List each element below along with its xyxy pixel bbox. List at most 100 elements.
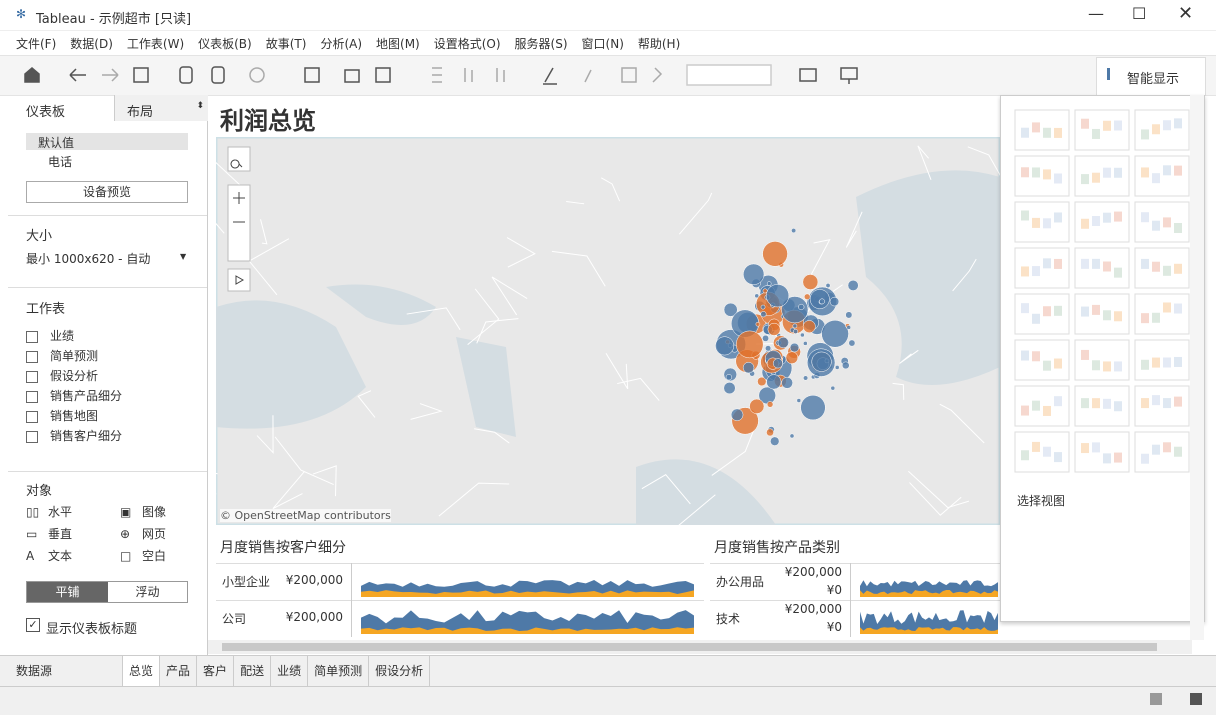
sheet-item[interactable]: 销售客户细分	[26, 427, 122, 447]
sheet-name[interactable]: 业绩	[50, 329, 75, 343]
border	[474, 428, 510, 444]
object-name[interactable]: 文本	[48, 549, 73, 563]
object-name[interactable]: 空白	[142, 549, 167, 563]
object-name[interactable]: 图像	[142, 505, 167, 519]
menu-item[interactable]: 数据(D)	[70, 37, 113, 51]
thumb-shape	[1081, 398, 1089, 409]
sheet-icon	[26, 430, 38, 443]
map-toolbar[interactable]	[227, 146, 251, 172]
sheet-tab[interactable]: 产品	[160, 656, 198, 686]
sheet-item[interactable]: 简单预测	[26, 347, 122, 367]
menu-item[interactable]: 文件(F)	[16, 37, 57, 51]
menu-item[interactable]: 故事(T)	[265, 37, 307, 51]
menu-item[interactable]: 帮助(H)	[637, 37, 681, 51]
device[interactable]: 默认值	[38, 136, 75, 150]
thumb-shape	[1043, 169, 1051, 180]
device[interactable]: 电话	[48, 155, 73, 169]
menu-item[interactable]: 地图(M)	[376, 37, 420, 51]
tab-label[interactable]: 产品	[166, 664, 191, 678]
object-item[interactable]: ▭ 垂直	[26, 525, 72, 542]
sheet-name[interactable]: 简单预测	[50, 349, 99, 363]
sheet-name[interactable]: 销售产品细分	[50, 389, 123, 403]
menu-item[interactable]: 工作表(W)	[126, 37, 185, 51]
menu-item[interactable]: 分析(A)	[320, 37, 363, 51]
sidebar-tab-box[interactable]: 布局 ⬍	[114, 95, 208, 121]
scroll-thumb[interactable]	[222, 643, 1157, 651]
close[interactable]: ✕	[1178, 3, 1194, 24]
tab-label[interactable]: 假设分析	[375, 664, 424, 678]
sheet-item[interactable]: 销售产品细分	[26, 387, 122, 407]
thumb-shape	[1103, 212, 1111, 223]
h-scrollbar[interactable]	[208, 640, 1192, 654]
thumb-shape	[1021, 350, 1029, 361]
object-item[interactable]: ▣ 图像	[120, 503, 166, 520]
sheet-name[interactable]: 销售客户细分	[50, 429, 123, 443]
menu-item[interactable]: 仪表板(B)	[198, 37, 252, 51]
v-scrollbar[interactable]	[1190, 95, 1204, 640]
sheet-item[interactable]: 业绩	[26, 327, 122, 347]
sheet-tab[interactable]: 简单预测	[308, 656, 370, 686]
thumb-shape	[1152, 444, 1160, 455]
thumb-shape	[1152, 261, 1160, 272]
object-item[interactable]: A 文本	[26, 547, 72, 564]
view-icon[interactable]	[1150, 693, 1162, 705]
area-orange	[361, 590, 694, 597]
sheet-icon	[26, 410, 38, 423]
object-item[interactable]: ⊕ 网页	[120, 525, 166, 542]
object-name[interactable]: 网页	[142, 527, 167, 541]
sheet-tab[interactable]: 业绩	[271, 656, 309, 686]
mode-tiled[interactable]: 平铺	[27, 582, 108, 602]
object-name[interactable]: 垂直	[48, 527, 73, 541]
border	[617, 377, 660, 401]
thumb-shape	[1021, 167, 1029, 178]
sheet-tab[interactable]: 假设分析	[369, 656, 431, 686]
tab-label[interactable]: 数据源	[16, 664, 53, 678]
tab-label[interactable]: 配送	[240, 664, 265, 678]
sheet-tab[interactable]: 数据源	[0, 656, 124, 686]
minimize[interactable]: —	[1088, 4, 1104, 23]
object-name[interactable]: 水平	[48, 505, 73, 519]
sheet-tab[interactable]: 配送	[234, 656, 272, 686]
map-bubble	[830, 385, 836, 391]
tab-label[interactable]: 简单预测	[314, 664, 363, 678]
objects-heading: 对象	[26, 484, 53, 499]
menu-item[interactable]: 服务器(S)	[514, 37, 568, 51]
view-icon[interactable]	[1190, 693, 1202, 705]
border	[641, 473, 691, 505]
map-bubble	[845, 311, 853, 319]
sidebar-tab[interactable]: 布局	[127, 105, 154, 120]
device-preview-button[interactable]: 设备预览	[26, 181, 188, 203]
show-title-label[interactable]: 显示仪表板标题	[46, 622, 138, 637]
maximize[interactable]: ☐	[1132, 4, 1147, 23]
thumb-shape	[1103, 261, 1111, 272]
mode-floating[interactable]: 浮动	[135, 585, 160, 599]
menu-item[interactable]: 窗口(N)	[581, 37, 624, 51]
sheet-tab[interactable]: 客户	[197, 656, 235, 686]
row-label: 公司	[222, 612, 247, 626]
app-icon: ✻	[16, 7, 27, 21]
object-item[interactable]: ▯▯ 水平	[26, 503, 72, 520]
show-me-button[interactable]: 智能显示	[1096, 57, 1206, 96]
object-item[interactable]: □ 空白	[120, 547, 166, 564]
map-play[interactable]	[227, 268, 251, 292]
map-zoom[interactable]	[227, 184, 251, 262]
chart-type-thumb[interactable]	[1074, 339, 1130, 381]
status-bar	[0, 686, 1216, 715]
row-rule	[216, 563, 704, 564]
size-dropdown[interactable]: 最小 1000x620 - 自动	[26, 252, 151, 266]
tab-label[interactable]: 业绩	[277, 664, 302, 678]
menu-item[interactable]: 设置格式(O)	[433, 37, 501, 51]
checkbox[interactable]: ✓	[26, 618, 40, 632]
thumb-shape	[1032, 441, 1040, 452]
tab-label[interactable]: 总览	[129, 664, 154, 678]
selected-device[interactable]: 默认值	[26, 133, 188, 150]
sheet-name[interactable]: 销售地图	[50, 409, 99, 423]
sheet-item[interactable]: 假设分析	[26, 367, 122, 387]
map-bubble	[846, 325, 851, 330]
sheet-item[interactable]: 销售地图	[26, 407, 122, 427]
border	[601, 177, 621, 202]
sheet-tab[interactable]: 总览	[123, 656, 161, 686]
sidebar-tab[interactable]: 仪表板	[26, 105, 66, 120]
tab-label[interactable]: 客户	[203, 664, 228, 678]
sheet-name[interactable]: 假设分析	[50, 369, 99, 383]
